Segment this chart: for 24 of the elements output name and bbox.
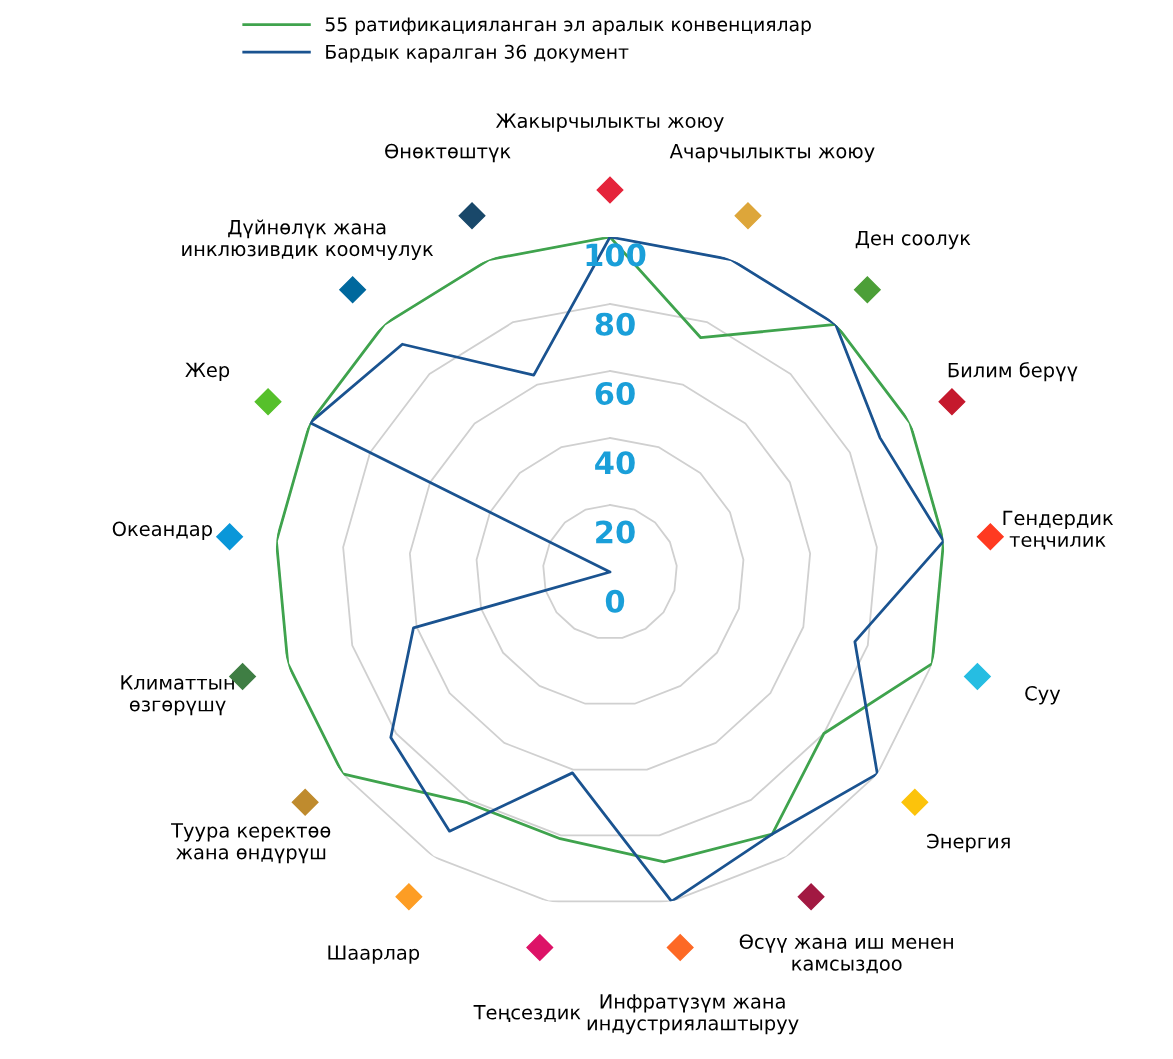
spoke-label: Ачарчылыкты жоюу bbox=[669, 143, 875, 163]
legend-label: 55 ратификацияланган эл аралык конвенциялар bbox=[325, 17, 811, 36]
spoke-label: Өнөктөштүк bbox=[385, 143, 511, 163]
spoke-label: Жер bbox=[185, 362, 230, 382]
spoke-label: Энергия bbox=[927, 833, 1010, 853]
spoke-label: Инфратүзүм жана индустриялаштыруу bbox=[587, 994, 799, 1035]
y-tick-label: 80 bbox=[595, 312, 635, 336]
spoke-label: Билим берүү bbox=[948, 362, 1078, 382]
y-tick-label: 0 bbox=[605, 589, 625, 613]
y-tick-label: 40 bbox=[595, 451, 635, 475]
spoke-label: Өсүү жана иш менен камсыздоо bbox=[739, 934, 953, 974]
spoke-label: Суу bbox=[1025, 685, 1061, 705]
spoke-label: Гендердик теңчилик bbox=[1003, 510, 1114, 550]
spoke-label: Климаттын өзгөрүшү bbox=[121, 675, 234, 716]
spoke-label: Жакырчылыкты жоюу bbox=[495, 113, 724, 132]
spoke-label: Ден соолук bbox=[855, 230, 971, 250]
y-tick-label: 60 bbox=[595, 381, 635, 406]
spoke-label: Туура керектөө жана өндүрүш bbox=[171, 823, 331, 864]
legend-label: Бардык каралган 36 документ bbox=[326, 44, 629, 63]
spoke-label: Дүйнөлүк жана инклюзивдик коомчулук bbox=[182, 219, 434, 261]
spoke-label: Теңсездик bbox=[473, 1005, 581, 1022]
spoke-label: Океандар bbox=[112, 521, 212, 540]
spoke-label: Шаарлар bbox=[328, 945, 420, 964]
y-tick-label: 20 bbox=[596, 520, 635, 544]
